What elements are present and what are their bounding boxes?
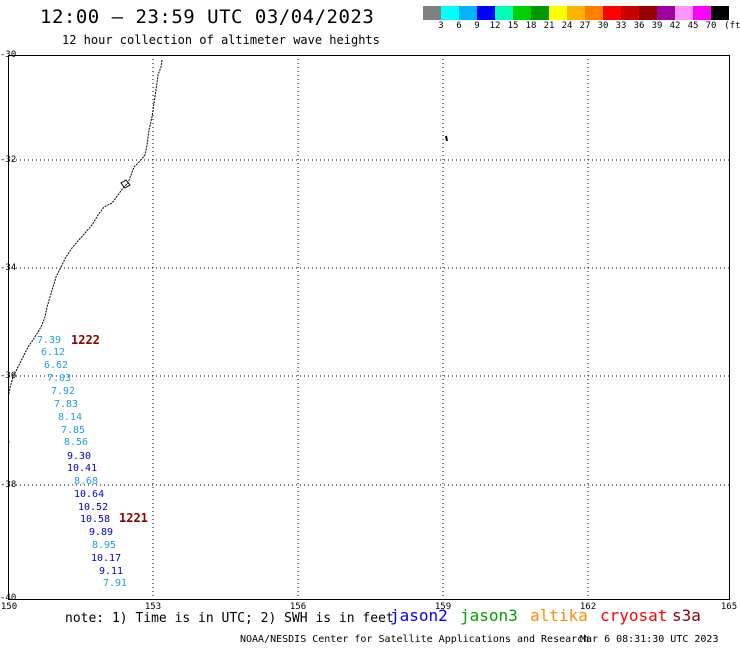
wave-height-value: 7.85 <box>61 425 86 436</box>
wave-height-value: 8.68 <box>74 476 99 487</box>
lat-label: -38 <box>0 480 17 490</box>
wave-height-value: 8.56 <box>64 437 89 448</box>
legend-swatch <box>621 6 639 20</box>
wave-height-value: 7.03 <box>47 373 72 384</box>
legend-label: 6 <box>456 21 462 31</box>
wave-height-value: 10.17 <box>91 553 122 564</box>
legend-swatch <box>657 6 675 20</box>
lat-label: -30 <box>0 50 17 60</box>
legend-label: 9 <box>474 21 480 31</box>
lon-label: 153 <box>144 602 162 612</box>
island-mark-2 <box>8 437 10 444</box>
pass-id-label: 1221 <box>119 511 148 525</box>
map-subtitle: 12 hour collection of altimeter wave hei… <box>62 33 380 47</box>
satellite-legend-jason3: jason3 <box>460 606 518 625</box>
island-mark <box>445 135 448 142</box>
legend-swatch <box>459 6 477 20</box>
legend-unit: (ft) <box>724 21 740 31</box>
legend-swatch <box>693 6 711 20</box>
map-title: 12:00 — 23:59 UTC 03/04/2023 <box>40 6 375 28</box>
legend-label: 42 <box>669 21 681 31</box>
legend-swatch <box>513 6 531 20</box>
lat-label: -32 <box>0 155 17 165</box>
lon-label: 165 <box>720 602 738 612</box>
legend-swatch <box>477 6 495 20</box>
wave-height-value: 9.11 <box>99 566 124 577</box>
wave-height-value: 6.62 <box>44 360 69 371</box>
legend-label: 36 <box>633 21 645 31</box>
lat-label: -34 <box>0 263 17 273</box>
coastline <box>8 59 163 398</box>
graticule <box>8 55 730 600</box>
wave-height-value: 9.89 <box>89 527 114 538</box>
legend-swatch <box>585 6 603 20</box>
wave-height-value: 7.83 <box>54 399 79 410</box>
legend-swatch <box>675 6 693 20</box>
legend-label: 33 <box>615 21 627 31</box>
legend-label: 24 <box>561 21 573 31</box>
map-frame <box>8 55 730 600</box>
wave-height-value: 10.58 <box>80 514 111 525</box>
legend-swatch <box>603 6 621 20</box>
legend-label: 15 <box>507 21 519 31</box>
legend-swatch <box>567 6 585 20</box>
legend-label: 39 <box>651 21 663 31</box>
satellite-legend-jason2: jason2 <box>390 606 448 625</box>
wave-height-value: 6.12 <box>41 347 66 358</box>
lat-label: -40 <box>0 593 17 603</box>
wave-height-value: 7.39 <box>37 335 62 346</box>
wave-height-value: 7.92 <box>51 386 76 397</box>
legend-label: 21 <box>543 21 555 31</box>
lon-label: 159 <box>434 602 452 612</box>
legend-swatch <box>423 6 441 20</box>
legend-label: 45 <box>687 21 699 31</box>
coastline-bay <box>120 179 131 189</box>
satellite-legend-altika: altika <box>530 606 588 625</box>
lon-label: 156 <box>289 602 307 612</box>
satellite-legend-s3a: s3a <box>672 606 701 625</box>
wave-height-value: 8.14 <box>58 412 83 423</box>
legend-swatch <box>495 6 513 20</box>
lon-label: 162 <box>579 602 597 612</box>
wave-height-value: 10.41 <box>67 463 98 474</box>
legend-label: 18 <box>525 21 537 31</box>
legend-label: 70 <box>705 21 717 31</box>
legend-swatch <box>711 6 729 20</box>
legend-swatch <box>639 6 657 20</box>
footnote: note: 1) Time is in UTC; 2) SWH is in fe… <box>65 611 394 626</box>
credit-line: NOAA/NESDIS Center for Satellite Applica… <box>240 634 590 645</box>
legend-swatch <box>549 6 567 20</box>
wave-height-value: 7.91 <box>103 578 128 589</box>
legend-label: 3 <box>438 21 444 31</box>
lat-label: -36 <box>0 371 17 381</box>
wave-height-value: 10.64 <box>74 489 105 500</box>
pass-id-label: 1222 <box>71 333 100 347</box>
legend-swatch <box>441 6 459 20</box>
legend-label: 30 <box>597 21 609 31</box>
legend-label: 12 <box>489 21 501 31</box>
legend-label: 27 <box>579 21 591 31</box>
legend-swatch <box>531 6 549 20</box>
wave-height-value: 10.52 <box>78 502 109 513</box>
satellite-legend-cryosat: cryosat <box>600 606 668 625</box>
generation-timestamp: Mar 6 08:31:30 UTC 2023 <box>580 634 719 645</box>
map-canvas <box>8 55 730 600</box>
lon-label: 150 <box>0 602 18 612</box>
wave-height-value: 9.30 <box>67 451 92 462</box>
wave-height-value: 8.95 <box>92 540 117 551</box>
wave-height-color-legend <box>423 6 729 20</box>
